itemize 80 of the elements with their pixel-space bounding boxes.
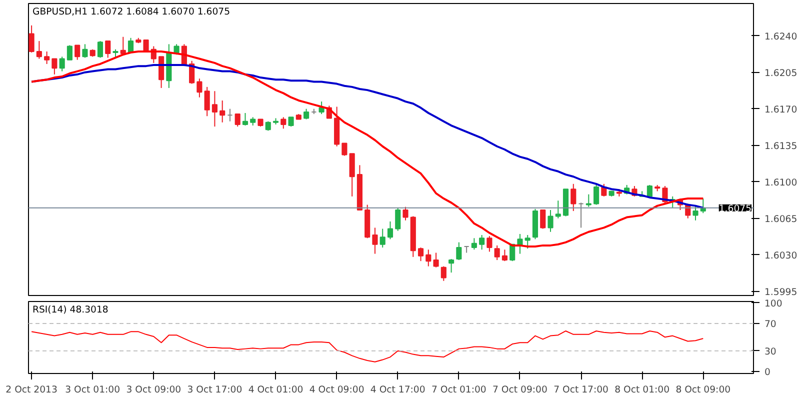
ref-line-label: 1.6075 <box>718 203 752 214</box>
candlestick <box>426 249 432 267</box>
candlestick <box>387 220 394 240</box>
chart-title: GBPUSD,H1 1.6072 1.6084 1.6070 1.6075 <box>32 6 230 18</box>
y-tick-label: 1.6205 <box>764 68 798 79</box>
candlestick <box>82 44 88 58</box>
candlestick <box>196 78 202 98</box>
x-tick-label: 3 Oct 09:00 <box>126 384 182 396</box>
candlestick <box>646 184 652 197</box>
y-tick-label: 1.6030 <box>764 250 798 262</box>
candlestick <box>448 258 454 274</box>
candlestick <box>59 56 65 72</box>
candlestick <box>372 227 378 254</box>
candlestick <box>524 234 530 250</box>
candlestick <box>66 44 72 60</box>
x-tick-label: 4 Oct 09:00 <box>309 384 364 396</box>
candlestick <box>479 234 485 250</box>
candlestick <box>471 238 477 250</box>
candlestick <box>28 24 34 54</box>
candlestick <box>418 247 424 262</box>
candlestick <box>570 183 576 212</box>
candlestick <box>517 233 523 254</box>
candlestick <box>318 101 324 115</box>
y-tick-label: 1.6135 <box>764 140 798 152</box>
x-tick-label: 8 Oct 09:00 <box>676 384 731 396</box>
candlestick <box>494 244 500 261</box>
candlestick <box>204 86 210 117</box>
x-tick-label: 2 Oct 2013 <box>6 384 58 396</box>
x-tick-label: 7 Oct 17:00 <box>554 384 609 396</box>
candlestick <box>578 202 584 228</box>
x-tick-label: 8 Oct 01:00 <box>614 384 670 396</box>
candlestick <box>486 236 492 252</box>
candlestick <box>158 56 164 88</box>
candlestick <box>304 108 310 120</box>
candlestick <box>502 249 508 262</box>
candlestick <box>242 112 248 126</box>
candlestick <box>440 266 446 282</box>
x-tick-label: 7 Oct 09:00 <box>492 384 548 396</box>
candlestick <box>52 58 58 75</box>
candlestick <box>349 153 355 197</box>
candlestick <box>594 184 600 206</box>
candlestick <box>540 209 546 230</box>
candlestick <box>456 242 462 261</box>
candlestick <box>105 40 111 58</box>
candlestick <box>97 40 104 58</box>
candlestick <box>74 44 80 60</box>
candlestick <box>433 252 439 268</box>
candlestick <box>44 50 50 64</box>
y-tick-label: 1.6100 <box>764 177 798 188</box>
candlestick <box>265 120 271 132</box>
candlestick <box>212 90 218 128</box>
candlestick <box>395 207 401 232</box>
y-tick-label: 100 <box>764 298 782 310</box>
y-tick-label: 1.6170 <box>764 104 798 116</box>
y-tick-label: 1.6240 <box>764 31 798 42</box>
candlestick <box>380 228 386 248</box>
x-tick-label: 3 Oct 17:00 <box>187 384 242 396</box>
candlestick <box>692 205 698 221</box>
candlestick <box>288 116 294 128</box>
line-series <box>31 330 704 362</box>
y-tick-label: 70 <box>764 318 776 330</box>
candlestick <box>342 142 348 156</box>
candlestick <box>227 108 233 122</box>
candlestick <box>220 100 226 123</box>
candlestick <box>36 40 42 60</box>
y-tick-label: 1.6065 <box>764 214 798 225</box>
candlestick <box>234 114 240 128</box>
y-tick-label: 1.5995 <box>764 286 798 298</box>
x-tick-label: 7 Oct 01:00 <box>431 384 486 396</box>
y-tick-label: 0 <box>764 366 770 378</box>
x-tick-label: 3 Oct 01:00 <box>65 384 120 396</box>
candlestick <box>280 116 286 130</box>
y-tick-label: 30 <box>764 346 776 358</box>
candlestick <box>548 209 554 232</box>
x-tick-label: 4 Oct 01:00 <box>248 384 304 396</box>
candlestick <box>586 194 592 208</box>
candlestick <box>402 206 408 221</box>
x-tick-label: 4 Oct 17:00 <box>370 384 426 396</box>
chart-title: RSI(14) 48.3018 <box>32 304 108 316</box>
candlestick <box>555 200 561 219</box>
